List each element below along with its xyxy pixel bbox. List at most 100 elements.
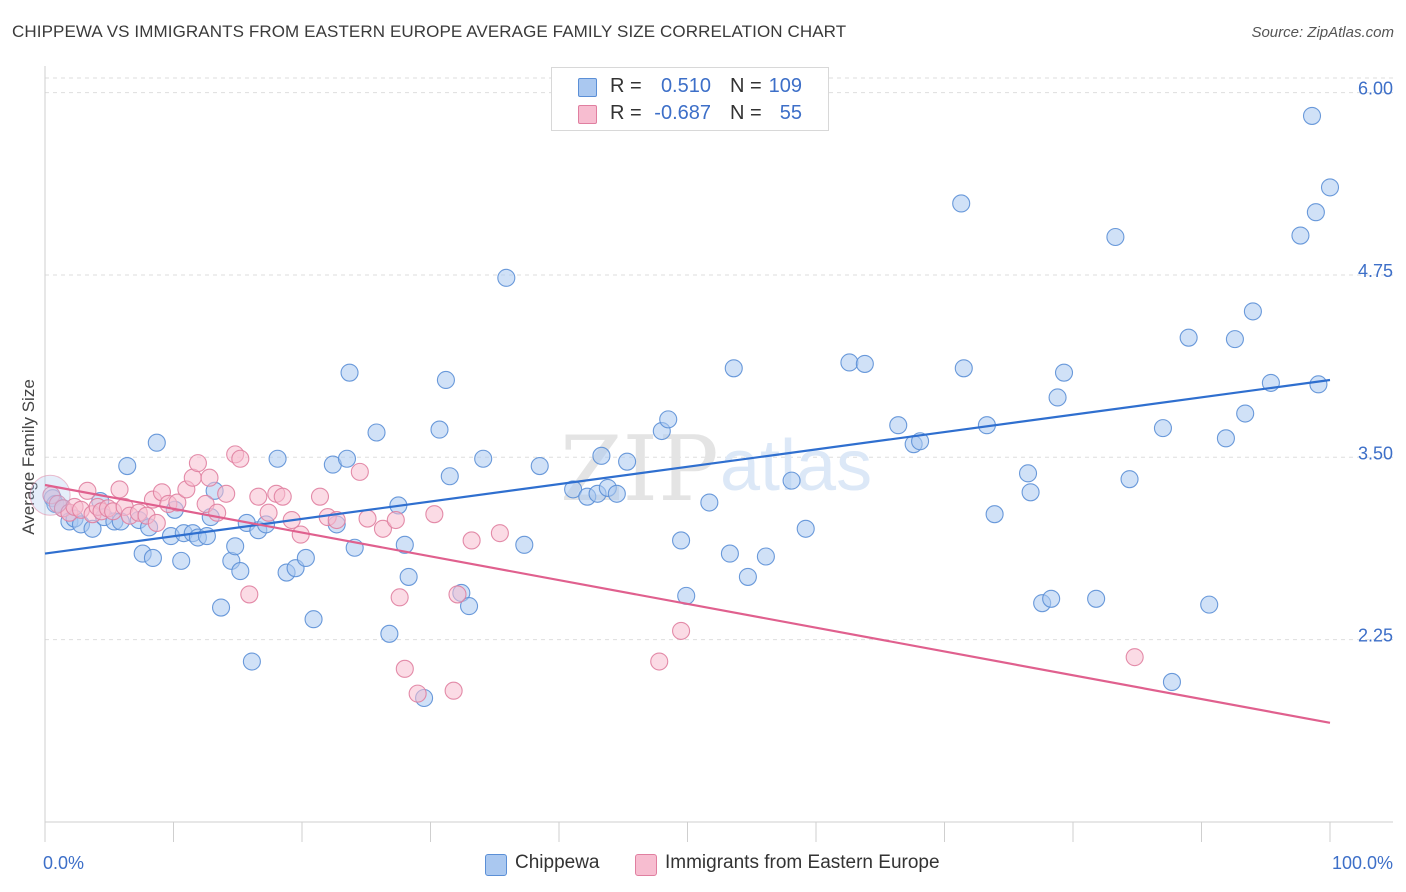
chart-title: CHIPPEWA VS IMMIGRANTS FROM EASTERN EURO… bbox=[12, 22, 847, 41]
data-point bbox=[1120, 470, 1139, 489]
data-point bbox=[217, 484, 236, 503]
data-point bbox=[1216, 429, 1235, 448]
data-point bbox=[350, 462, 369, 481]
data-point bbox=[444, 681, 463, 700]
data-point bbox=[1087, 589, 1106, 608]
data-point bbox=[296, 548, 315, 568]
data-point bbox=[515, 535, 534, 554]
data-point bbox=[440, 467, 459, 486]
data-point bbox=[226, 537, 245, 556]
trend-lines bbox=[44, 378, 1331, 724]
data-point bbox=[310, 487, 330, 506]
data-point bbox=[672, 621, 691, 640]
data-point bbox=[497, 268, 516, 287]
data-point bbox=[340, 363, 359, 382]
data-point bbox=[1225, 330, 1244, 349]
data-point bbox=[273, 487, 292, 506]
data-point bbox=[1200, 595, 1219, 614]
data-point bbox=[700, 493, 719, 512]
series-chippewa-points bbox=[43, 106, 1340, 708]
data-point bbox=[399, 567, 418, 586]
data-point bbox=[1309, 375, 1328, 394]
data-point bbox=[1306, 203, 1325, 222]
data-point bbox=[1021, 483, 1040, 502]
data-point bbox=[459, 597, 479, 616]
data-point bbox=[1042, 589, 1061, 608]
data-point bbox=[796, 519, 815, 538]
data-point bbox=[430, 420, 449, 439]
data-point bbox=[782, 471, 801, 490]
data-point bbox=[172, 551, 191, 570]
data-point bbox=[1302, 106, 1322, 125]
legend-label: Chippewa bbox=[515, 852, 600, 873]
data-point bbox=[720, 544, 739, 563]
trend-line-immigrants bbox=[44, 483, 1331, 724]
data-point bbox=[249, 487, 268, 506]
data-point bbox=[462, 531, 481, 550]
y-tick-label: 2.25 bbox=[1358, 626, 1393, 646]
data-point bbox=[147, 513, 166, 532]
data-point bbox=[1291, 226, 1310, 245]
n-value: 109 bbox=[768, 75, 802, 97]
legend-label: Immigrants from Eastern Europe bbox=[665, 852, 940, 873]
r-label: R = bbox=[610, 75, 642, 97]
data-point bbox=[211, 598, 231, 617]
data-point bbox=[1153, 419, 1172, 438]
data-point bbox=[118, 456, 137, 476]
stats-legend: R = 0.510 N = 109 R = -0.687 N = 55 bbox=[551, 67, 829, 131]
data-point bbox=[395, 535, 414, 554]
data-point bbox=[985, 505, 1004, 524]
data-point bbox=[756, 547, 775, 566]
data-point bbox=[448, 585, 467, 604]
data-point bbox=[200, 468, 219, 487]
data-point bbox=[337, 449, 357, 468]
data-point bbox=[358, 509, 377, 528]
data-point bbox=[231, 562, 250, 581]
data-point bbox=[490, 524, 509, 543]
data-point bbox=[672, 531, 691, 550]
y-axis-label: Average Family Size bbox=[19, 379, 38, 535]
cluster-point bbox=[29, 474, 71, 516]
data-point bbox=[259, 503, 278, 522]
data-point bbox=[147, 433, 166, 452]
data-point bbox=[242, 652, 261, 671]
data-point bbox=[240, 585, 259, 604]
data-point bbox=[367, 423, 386, 442]
data-point bbox=[618, 452, 637, 471]
data-point bbox=[110, 480, 129, 499]
data-point bbox=[738, 567, 757, 586]
data-point bbox=[840, 353, 859, 372]
data-point bbox=[408, 684, 427, 703]
data-point bbox=[268, 449, 287, 468]
x-tick-label: 0.0% bbox=[43, 853, 84, 873]
data-point bbox=[650, 652, 669, 671]
data-point bbox=[1125, 648, 1144, 667]
watermark-atlas: atlas bbox=[720, 426, 872, 506]
n-label: N = bbox=[730, 75, 762, 97]
data-point bbox=[607, 484, 626, 503]
r-value: 0.510 bbox=[660, 75, 711, 97]
data-point bbox=[592, 446, 611, 465]
data-point bbox=[564, 480, 583, 499]
r-value: -0.687 bbox=[654, 102, 711, 124]
data-point bbox=[474, 449, 493, 468]
axis-layer: 2.25 3.50 4.75 6.00 0.0% 100.0% bbox=[43, 66, 1393, 873]
n-value: 55 bbox=[779, 102, 802, 124]
watermark: ZIP atlas bbox=[560, 417, 872, 522]
series-legend: Chippewa Immigrants from Eastern Europe bbox=[0, 852, 1406, 878]
n-label: N = bbox=[730, 102, 762, 124]
data-point bbox=[304, 610, 323, 629]
data-point bbox=[390, 588, 409, 607]
data-point bbox=[395, 659, 414, 678]
data-point bbox=[1243, 302, 1262, 321]
data-point bbox=[386, 510, 405, 530]
data-point bbox=[291, 525, 310, 544]
chart-source: Source: ZipAtlas.com bbox=[1251, 24, 1394, 41]
y-tick-label: 3.50 bbox=[1358, 443, 1393, 463]
chippewa-swatch bbox=[578, 78, 597, 97]
grid-layer bbox=[45, 77, 1393, 641]
data-point bbox=[530, 456, 549, 476]
stats-row-chippewa: R = 0.510 N = 109 bbox=[552, 73, 828, 101]
data-point bbox=[143, 548, 162, 568]
